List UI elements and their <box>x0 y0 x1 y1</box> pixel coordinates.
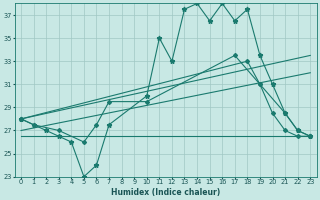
X-axis label: Humidex (Indice chaleur): Humidex (Indice chaleur) <box>111 188 220 197</box>
